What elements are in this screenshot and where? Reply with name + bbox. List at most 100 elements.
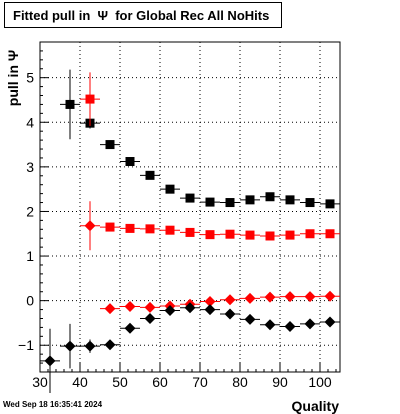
data-point xyxy=(200,230,220,240)
y-tick-label: 5 xyxy=(26,70,34,86)
square-marker xyxy=(305,198,315,208)
diamond-marker xyxy=(304,318,316,330)
square-marker xyxy=(205,197,215,207)
diamond-marker xyxy=(244,292,256,304)
data-point xyxy=(220,229,240,239)
chart-title-box: Fitted pull in Ψ for Global Rec All NoHi… xyxy=(4,2,282,28)
data-point xyxy=(200,296,220,308)
data-point xyxy=(220,294,240,306)
square-marker xyxy=(305,229,315,239)
y-tick-label: 3 xyxy=(26,159,34,175)
data-point xyxy=(320,316,340,328)
x-tick-label: 30 xyxy=(32,374,48,390)
square-marker xyxy=(105,222,115,232)
square-marker xyxy=(245,230,255,240)
diamond-marker xyxy=(124,322,136,334)
square-marker xyxy=(185,193,195,203)
data-point xyxy=(100,222,120,232)
data-point xyxy=(280,321,300,333)
data-point xyxy=(60,69,80,140)
data-point xyxy=(40,328,60,393)
square-marker xyxy=(325,229,335,239)
plot-frame xyxy=(39,41,341,373)
data-point xyxy=(180,193,200,203)
data-point xyxy=(240,313,260,325)
data-point xyxy=(140,301,160,313)
diamond-marker xyxy=(104,339,116,351)
square-marker xyxy=(145,170,155,180)
data-point xyxy=(300,291,320,303)
data-point xyxy=(220,308,240,320)
square-marker xyxy=(245,195,255,205)
data-point xyxy=(220,198,240,208)
diamond-marker xyxy=(204,296,216,308)
diamond-marker xyxy=(84,340,96,352)
data-point xyxy=(320,199,340,209)
timestamp-footer: Wed Sep 18 16:35:41 2024 xyxy=(3,400,103,409)
x-tick-label: 80 xyxy=(232,374,248,390)
data-point xyxy=(280,230,300,240)
diamond-marker xyxy=(284,321,296,333)
x-tick-label: 40 xyxy=(72,374,88,390)
y-tick-label: 0 xyxy=(26,293,34,309)
x-axis-label: Quality xyxy=(292,398,340,414)
data-point xyxy=(280,195,300,205)
data-point xyxy=(160,184,180,194)
data-point xyxy=(80,339,100,353)
diamond-marker xyxy=(124,300,136,312)
data-point xyxy=(120,223,140,233)
diamond-marker xyxy=(324,290,336,302)
square-marker xyxy=(125,157,135,167)
square-marker xyxy=(325,199,335,209)
square-marker xyxy=(165,184,175,194)
data-point xyxy=(80,72,100,126)
data-point xyxy=(140,224,160,234)
data-point xyxy=(200,304,220,316)
data-point xyxy=(240,230,260,240)
y-tick-label: −1 xyxy=(18,337,34,353)
x-tick-label: 90 xyxy=(272,374,288,390)
y-tick-label: 1 xyxy=(26,248,34,264)
diamond-marker xyxy=(304,291,316,303)
x-tick-label: 100 xyxy=(308,374,332,390)
data-point xyxy=(300,318,320,330)
data-point xyxy=(180,227,200,237)
square-marker xyxy=(65,99,75,109)
x-tick-label: 60 xyxy=(152,374,168,390)
square-marker xyxy=(185,227,195,237)
diamond-marker xyxy=(264,319,276,331)
data-point xyxy=(260,231,280,241)
data-point xyxy=(60,323,80,369)
square-marker xyxy=(285,195,295,205)
data-point xyxy=(140,312,160,324)
data-point xyxy=(100,140,120,150)
grid xyxy=(40,42,340,372)
data-point xyxy=(300,229,320,239)
diamond-marker xyxy=(104,303,116,315)
data-point xyxy=(120,300,140,312)
data-point xyxy=(260,291,280,303)
square-marker xyxy=(125,223,135,233)
data-points xyxy=(40,69,340,393)
diamond-marker xyxy=(144,301,156,313)
square-marker xyxy=(85,94,95,104)
y-axis-label: pull in Ψ xyxy=(5,50,21,106)
axes: 30 40 50 60 70 80 90 100 −1 0 1 2 3 4 5 xyxy=(18,41,341,390)
diamond-marker xyxy=(144,312,156,324)
diamond-marker xyxy=(284,291,296,303)
diamond-marker xyxy=(244,313,256,325)
data-point xyxy=(120,157,140,167)
data-point xyxy=(260,192,280,202)
data-point xyxy=(80,201,100,251)
x-tick-label: 70 xyxy=(192,374,208,390)
data-point xyxy=(100,303,120,315)
data-point xyxy=(140,170,160,180)
diamond-marker xyxy=(44,355,56,367)
diamond-marker xyxy=(224,308,236,320)
square-marker xyxy=(105,140,115,150)
diamond-marker xyxy=(184,302,196,314)
square-marker xyxy=(225,198,235,208)
data-point xyxy=(240,292,260,304)
diamond-marker xyxy=(324,316,336,328)
